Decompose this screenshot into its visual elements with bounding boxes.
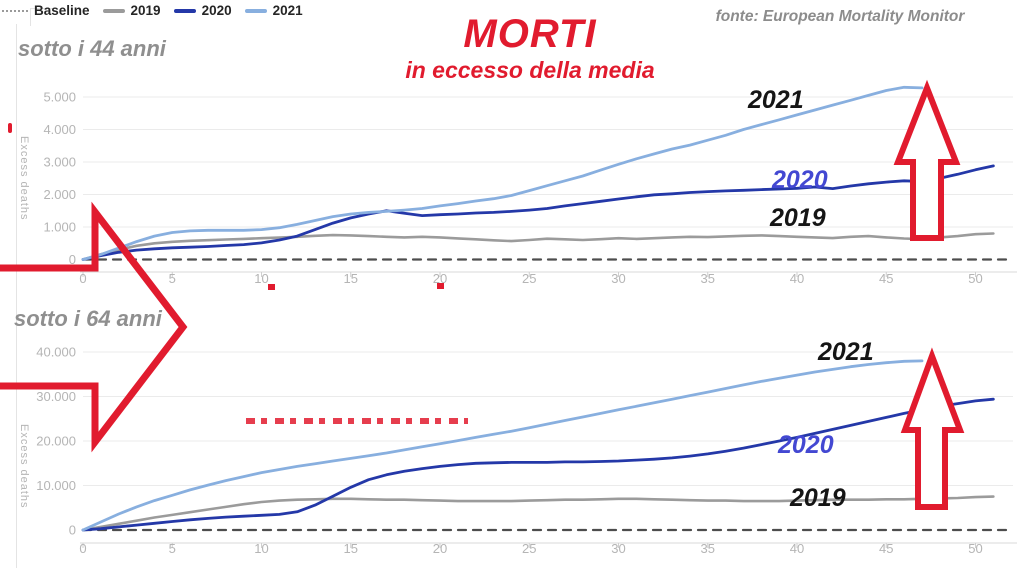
y-axis-title-chart1: Excess deaths — [18, 136, 30, 221]
panel-border-corner-v — [30, 8, 31, 26]
x-tick-label: 35 — [701, 271, 715, 286]
page-subtitle: in eccesso della media — [405, 57, 655, 83]
x-tick-label: 0 — [79, 271, 86, 286]
x-tick-label: 25 — [522, 271, 536, 286]
x-tick-label: 35 — [701, 541, 715, 556]
chart-under-64: 0 10.000 20.000 30.000 40.000 0 5 10 15 20 25 30 35 4… — [36, 345, 1017, 556]
y-tick-label: 2.000 — [43, 187, 76, 202]
x-tick-label: 5 — [169, 541, 176, 556]
series-line-2020 — [81, 397, 995, 532]
x-tick-label: 40 — [790, 271, 804, 286]
x-tick-label: 15 — [344, 541, 358, 556]
x-tick-label: 5 — [169, 271, 176, 286]
section-label-under-64: sotto i 64 anni — [14, 306, 162, 331]
x-tick-label: 0 — [79, 541, 86, 556]
series-label-2019-chart2: 2019 — [790, 484, 846, 512]
section-label-under-44: sotto i 44 anni — [18, 36, 166, 61]
x-tick-label: 10 — [254, 541, 268, 556]
x-tick-label: 10 — [254, 271, 268, 286]
red-square-artifact-2 — [437, 283, 444, 289]
legend-label: 2019 — [130, 3, 161, 18]
series-line-2019 — [81, 495, 995, 532]
legend-label: 2021 — [272, 3, 303, 18]
legend-item-2020[interactable]: 2020 — [173, 3, 232, 18]
x-tick-label: 50 — [968, 541, 982, 556]
line-swatch-icon — [102, 8, 125, 13]
legend: Baseline 2019 2020 2021 — [2, 3, 303, 18]
x-tick-label: 45 — [879, 271, 893, 286]
series-label-2020-chart2: 2020 — [778, 431, 834, 459]
clipped-red-text-artifact — [246, 418, 468, 424]
y-tick-label: 4.000 — [43, 122, 76, 137]
series-line-2020 — [81, 164, 995, 261]
y-tick-label: 40.000 — [36, 345, 76, 360]
line-swatch-icon — [244, 8, 267, 13]
y-tick-label: 20.000 — [36, 434, 76, 449]
x-tick-label: 45 — [879, 541, 893, 556]
legend-item-2021[interactable]: 2021 — [244, 3, 303, 18]
x-tick-label: 20 — [433, 271, 447, 286]
page-title: MORTI — [463, 12, 597, 56]
legend-item-baseline[interactable]: Baseline — [2, 3, 90, 18]
series-label-2021-chart2: 2021 — [818, 338, 874, 366]
chart-under-44: 0 1.000 2.000 3.000 4.000 5.000 0 5 10 15 20 25 30 35… — [43, 85, 1017, 286]
y-tick-label: 5.000 — [43, 90, 76, 105]
x-tick-label: 20 — [433, 541, 447, 556]
panel-border-corner-h — [30, 8, 54, 9]
series-line-2021 — [81, 359, 924, 532]
series-label-2020-chart1: 2020 — [772, 166, 828, 194]
x-tick-label: 15 — [344, 271, 358, 286]
y-tick-label: 30.000 — [36, 389, 76, 404]
y-tick-label: 0 — [69, 252, 76, 267]
source-note: fonte: European Mortality Monitor — [715, 8, 965, 25]
y-tick-label: 1.000 — [43, 220, 76, 235]
x-tick-label: 30 — [611, 271, 625, 286]
x-tick-label: 25 — [522, 541, 536, 556]
series-label-2021-chart1: 2021 — [748, 86, 804, 114]
y-tick-label: 0 — [69, 523, 76, 538]
baseline-dotted-swatch-icon — [2, 9, 28, 12]
red-dash-artifact — [8, 123, 12, 133]
line-swatch-icon — [173, 8, 196, 13]
x-tick-label: 40 — [790, 541, 804, 556]
x-tick-label: 50 — [968, 271, 982, 286]
legend-item-2019[interactable]: 2019 — [102, 3, 161, 18]
y-tick-label: 3.000 — [43, 155, 76, 170]
x-tick-label: 30 — [611, 541, 625, 556]
series-label-2019-chart1: 2019 — [770, 204, 826, 232]
legend-label: Baseline — [34, 3, 90, 18]
series-line-2021 — [81, 85, 924, 261]
y-tick-label: 10.000 — [36, 478, 76, 493]
legend-label: 2020 — [201, 3, 232, 18]
series-line-2019 — [81, 232, 995, 261]
red-square-artifact-1 — [268, 284, 275, 290]
